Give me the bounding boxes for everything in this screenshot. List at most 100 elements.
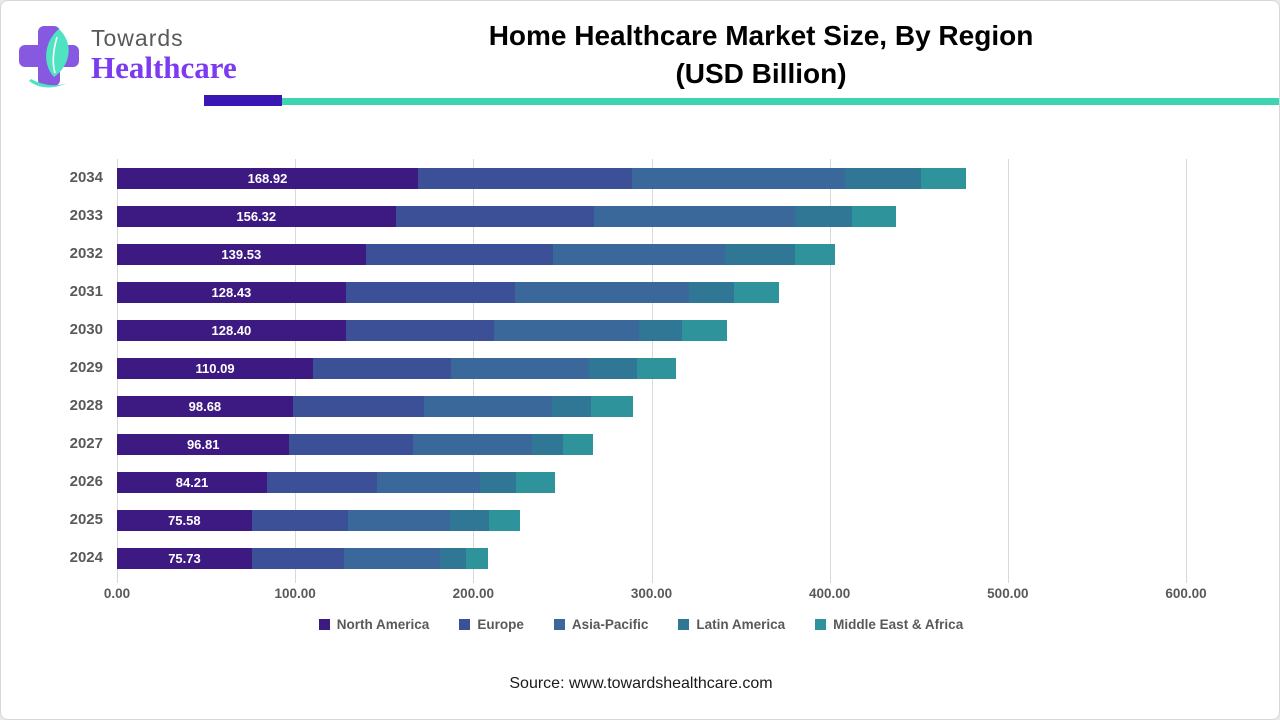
x-axis-tick-label: 100.00	[274, 586, 316, 601]
x-axis-tick-label: 500.00	[987, 586, 1029, 601]
legend-item-middle-east-africa: Middle East & Africa	[815, 617, 963, 632]
chart-title-line1: Home Healthcare Market Size, By Region	[488, 20, 1034, 51]
bar-segment-asia-pacific	[631, 167, 845, 189]
bar-segment-europe	[251, 509, 348, 531]
bar-segment-asia-pacific	[450, 357, 590, 379]
bar-segment-europe	[292, 395, 424, 417]
bar-segment-north-america: 98.68	[117, 395, 293, 417]
stacked-bar-2026: 84.21	[117, 471, 555, 493]
legend-item-asia-pacific: Asia-Pacific	[553, 617, 649, 632]
bar-segment-latin-america	[480, 471, 517, 493]
stacked-bar-2031: 128.43	[117, 281, 779, 303]
x-axis-tick-label: 0.00	[103, 586, 131, 601]
legend: North America Europe Asia-Pacific Latin Ame…	[1, 617, 1279, 632]
bar-segment-north-america: 96.81	[117, 433, 290, 455]
logo-towards-text: Towards	[91, 25, 184, 51]
logo-cross-leaf-icon	[15, 23, 83, 93]
bar-segment-europe	[267, 471, 378, 493]
stacked-bar-2033: 156.32	[117, 205, 896, 227]
bar-segment-middle-east-africa	[591, 395, 634, 417]
bar-segment-middle-east-africa	[488, 509, 520, 531]
gridline-600.00	[1186, 159, 1187, 583]
stacked-bar-2032: 139.53	[117, 243, 835, 265]
bar-value-label: 110.09	[195, 360, 235, 376]
bar-segment-latin-america	[844, 167, 922, 189]
bar-segment-north-america: 168.92	[117, 167, 418, 189]
bar-value-label: 139.53	[221, 246, 262, 262]
bar-segment-latin-america	[532, 433, 563, 455]
bar-segment-latin-america	[440, 547, 467, 569]
bar-segment-latin-america	[688, 281, 734, 303]
legend-item-latin-america: Latin America	[678, 617, 785, 632]
y-axis-label-2031: 2031	[69, 283, 103, 300]
y-axis-label-2026: 2026	[69, 473, 103, 490]
x-axis-tick-label: 300.00	[630, 586, 673, 601]
y-axis-label-2025: 2025	[69, 511, 103, 528]
bar-segment-middle-east-africa	[733, 281, 779, 303]
bar-value-label: 75.58	[168, 512, 201, 528]
stacked-bar-2024: 75.73	[117, 547, 488, 569]
gridline-400.00	[829, 159, 831, 583]
stacked-bar-2025: 75.58	[117, 509, 520, 531]
y-axis-label-2028: 2028	[69, 397, 103, 414]
chart-title: Home Healthcare Market Size, By Region (…	[411, 17, 1111, 93]
bar-segment-europe	[395, 205, 595, 227]
bar-segment-north-america: 110.09	[117, 357, 314, 379]
bar-segment-latin-america	[795, 205, 853, 227]
bar-segment-europe	[251, 547, 344, 569]
legend-item-europe: Europe	[459, 617, 524, 632]
bar-segment-latin-america	[724, 243, 796, 265]
bar-segment-north-america: 156.32	[117, 205, 396, 227]
logo-wordmark: Towards Healthcare	[91, 23, 237, 85]
bar-segment-europe	[417, 167, 632, 189]
y-axis-label-2032: 2032	[69, 245, 103, 262]
bar-segment-middle-east-africa	[921, 167, 967, 189]
bar-segment-asia-pacific	[343, 547, 441, 569]
bar-segment-asia-pacific	[423, 395, 552, 417]
bar-segment-latin-america	[450, 509, 489, 531]
legend-label: North America	[336, 617, 430, 632]
chart-title-line2: (USD Billion)	[675, 58, 847, 89]
bar-value-label: 128.40	[211, 322, 252, 338]
bar-segment-europe	[365, 243, 554, 265]
header-rule-purple	[204, 95, 282, 106]
header-rule-teal	[282, 98, 1279, 105]
bar-segment-europe	[313, 357, 451, 379]
bar-value-label: 168.92	[247, 170, 288, 186]
bar-segment-asia-pacific	[553, 243, 725, 265]
bar-segment-north-america: 128.43	[117, 281, 346, 303]
legend-swatch-icon	[318, 619, 330, 630]
legend-swatch-icon	[459, 619, 471, 630]
bar-value-label: 98.68	[188, 398, 222, 414]
bar-value-label: 75.73	[168, 550, 201, 566]
bar-segment-asia-pacific	[377, 471, 481, 493]
bar-value-label: 84.21	[175, 474, 209, 490]
bar-segment-asia-pacific	[494, 319, 640, 341]
y-axis-label-2030: 2030	[69, 321, 103, 338]
legend-swatch-icon	[553, 619, 565, 630]
source-note: Source: www.towardshealthcare.com	[509, 675, 773, 692]
legend-swatch-icon	[678, 619, 690, 630]
bar-value-label: 96.81	[186, 436, 220, 452]
bar-segment-north-america: 139.53	[117, 243, 366, 265]
bar-segment-asia-pacific	[515, 281, 689, 303]
bar-segment-europe	[345, 319, 495, 341]
bar-segment-europe	[345, 281, 516, 303]
bar-value-label: 156.32	[236, 208, 277, 224]
x-axis-tick-label: 400.00	[809, 586, 851, 601]
bar-segment-europe	[289, 433, 413, 455]
y-axis-label-2027: 2027	[69, 435, 103, 452]
legend-label: Asia-Pacific	[571, 617, 649, 632]
logo-healthcare-text: Healthcare	[91, 50, 237, 85]
bar-segment-middle-east-africa	[795, 243, 835, 265]
legend-swatch-icon	[815, 619, 827, 630]
stacked-bar-2027: 96.81	[117, 433, 594, 455]
bar-segment-asia-pacific	[412, 433, 533, 455]
stacked-bar-2034: 168.92	[117, 167, 967, 189]
bar-segment-middle-east-africa	[466, 547, 488, 569]
bar-segment-north-america: 75.73	[117, 547, 252, 569]
bar-segment-middle-east-africa	[852, 205, 896, 227]
legend-label: Europe	[477, 617, 524, 632]
bar-segment-north-america: 75.58	[117, 509, 252, 531]
y-axis-label-2029: 2029	[69, 359, 103, 376]
